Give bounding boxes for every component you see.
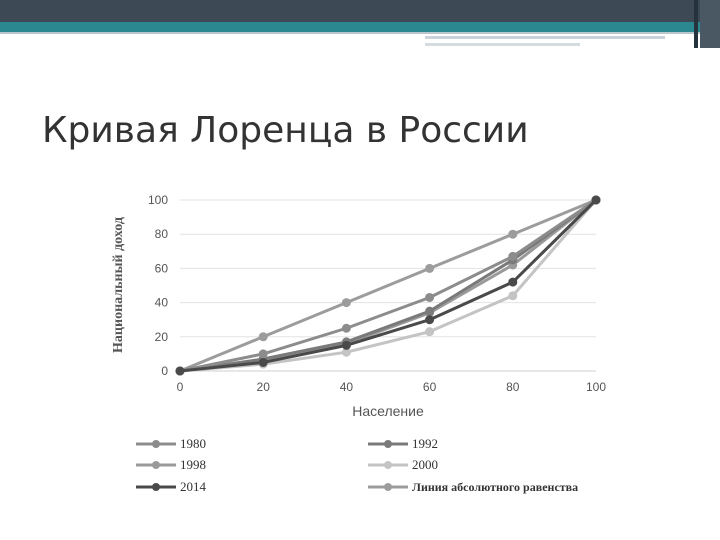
legend-swatch [136,440,176,448]
series-line [179,198,597,373]
lorenz-curve-chart: 0 20 40 60 80 100 0 20 40 60 80 100 Население Нацио… [111,193,606,419]
data-point [258,332,268,342]
chart-grid [180,199,596,372]
legend-swatch [368,483,408,491]
slide-title: Кривая Лоренца в России [42,110,529,151]
data-point [341,323,351,333]
legend-item: 1992 [368,434,438,454]
data-point [425,292,435,302]
y-tick-label: 100 [148,193,168,207]
legend-swatch [368,461,408,469]
data-point [425,306,435,316]
legend-label: 2000 [412,457,438,472]
legend-item: 2000 [368,455,438,475]
chart-ticks: 0 20 40 60 80 100 0 20 40 60 80 100 [148,193,606,394]
legend-label: Линия абсолютного равенства [412,479,579,494]
data-point [341,347,351,357]
data-point [341,340,351,350]
data-point [425,263,435,273]
legend-item: Линия абсолютного равенства [368,477,578,497]
x-tick-label: 100 [586,380,606,394]
legend-label: 1998 [180,457,206,472]
data-point [258,357,268,367]
series-line [179,198,597,373]
data-point [508,291,518,301]
data-point [258,349,268,359]
legend-label: 1992 [412,436,438,451]
legend-item: 1998 [136,455,206,475]
legend-swatch [136,483,176,491]
legend-swatch [368,440,408,448]
data-point [508,251,518,261]
data-point [508,229,518,239]
y-axis-title: Национальный доход [111,217,126,353]
x-tick-label: 40 [340,380,354,394]
data-point [341,298,351,308]
series-5 [175,195,601,376]
data-point [175,366,185,376]
series-line [179,198,597,373]
legend-swatch [136,461,176,469]
x-tick-label: 20 [257,380,271,394]
legend-item: 1980 [136,434,206,454]
data-point [591,195,601,205]
legend-label: 1980 [180,436,206,451]
data-point [508,277,518,287]
data-point [425,315,435,325]
y-tick-label: 20 [155,330,169,344]
series-line [179,198,598,373]
y-tick-label: 40 [155,296,169,310]
slide-header-band [0,0,720,48]
legend-label: 2014 [180,479,206,494]
y-tick-label: 80 [155,227,169,241]
chart-series [175,195,601,376]
data-point [425,327,435,337]
x-tick-label: 60 [423,380,437,394]
y-tick-label: 60 [155,261,169,275]
x-tick-label: 80 [506,380,520,394]
x-tick-label: 0 [177,380,184,394]
y-tick-label: 0 [161,364,168,378]
series-4 [175,195,601,376]
legend-item: 2014 [136,477,206,497]
x-axis-title: Население [352,403,424,419]
